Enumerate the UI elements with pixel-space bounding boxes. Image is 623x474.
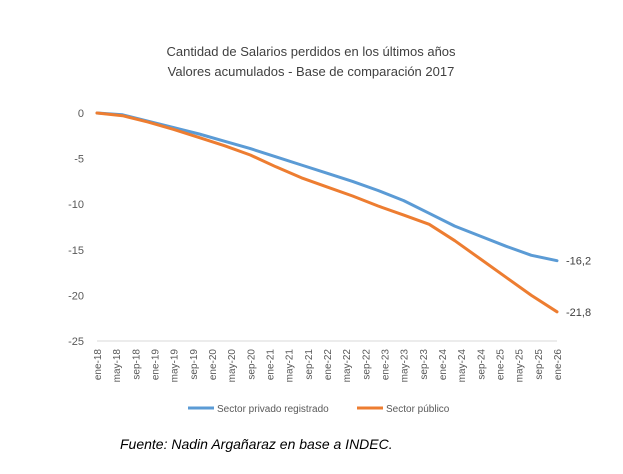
- legend-label-privado: Sector privado registrado: [217, 404, 329, 415]
- x-tick-label: sep-18: [131, 349, 142, 380]
- x-tick-label: may-18: [112, 349, 123, 383]
- x-tick-label: sep-22: [361, 349, 372, 380]
- x-tick-label: may-21: [285, 349, 296, 383]
- x-tick-label: sep-19: [189, 349, 200, 380]
- x-tick-label: may-25: [515, 349, 526, 383]
- x-tick-label: ene-22: [323, 349, 334, 381]
- x-tick-label: ene-25: [496, 349, 507, 381]
- x-tick-label: sep-21: [304, 349, 315, 380]
- chart-title-group: Cantidad de Salarios perdidos en los últ…: [166, 44, 456, 79]
- x-tick-label: ene-21: [266, 349, 277, 381]
- end-value-label: -16,2: [566, 256, 591, 268]
- x-tick-label: ene-24: [438, 349, 449, 381]
- x-tick-label: sep-23: [419, 349, 430, 380]
- x-tick-label: may-24: [457, 349, 468, 383]
- y-tick-label: -5: [74, 154, 84, 166]
- legend: Sector privado registrado Sector público: [188, 404, 450, 415]
- x-tick-label: may-19: [170, 349, 181, 383]
- x-tick-label: sep-25: [534, 349, 545, 380]
- x-tick-label: ene-26: [553, 349, 564, 381]
- x-tick-label: may-23: [400, 349, 411, 383]
- y-tick-label: -15: [68, 245, 84, 257]
- plot-area: 0 -5 -10 -15 -20 -25 ene-18 may-18 sep-18 ene-19 m…: [68, 108, 591, 382]
- x-tick-label: ene-23: [381, 349, 392, 381]
- series-line-publico: [95, 111, 559, 314]
- x-tick-label: ene-20: [208, 349, 219, 381]
- x-tick-label: ene-19: [151, 349, 162, 381]
- x-tick-label: ene-18: [93, 349, 104, 381]
- y-tick-label: -25: [68, 336, 84, 348]
- chart-title: Cantidad de Salarios perdidos en los últ…: [166, 44, 456, 59]
- end-value-label: -21,8: [566, 307, 591, 319]
- y-tick-label: 0: [78, 108, 84, 120]
- x-tick-label: may-20: [227, 349, 238, 383]
- x-tick-label: may-22: [342, 349, 353, 383]
- x-tick-label: sep-20: [246, 349, 257, 380]
- chart-subtitle: Valores acumulados - Base de comparación…: [168, 64, 455, 79]
- series-line-privado: [95, 111, 559, 263]
- legend-label-publico: Sector público: [386, 404, 450, 415]
- source-note: Fuente: Nadin Argañaraz en base a INDEC.: [120, 436, 393, 452]
- x-tick-label: sep-24: [476, 349, 487, 380]
- y-tick-label: -10: [68, 199, 84, 211]
- y-tick-label: -20: [68, 290, 84, 302]
